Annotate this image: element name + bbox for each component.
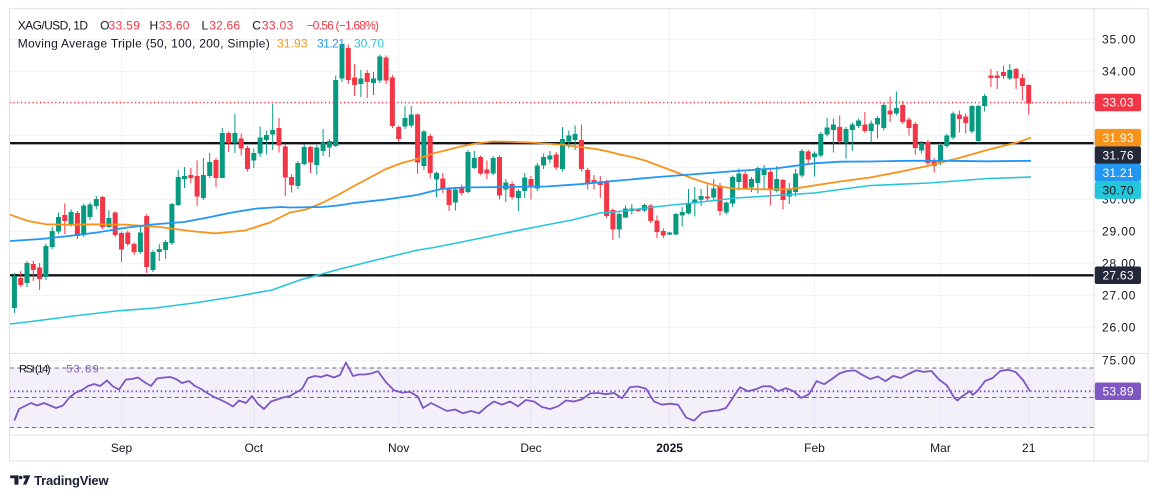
svg-text:31.76: 31.76 [1103, 148, 1134, 162]
svg-text:L: L [202, 19, 209, 33]
svg-text:Sep: Sep [111, 441, 133, 455]
svg-text:34.00: 34.00 [1102, 65, 1136, 79]
svg-text:2025: 2025 [656, 441, 683, 455]
svg-text:27.00: 27.00 [1102, 289, 1136, 303]
svg-text:33.59: 33.59 [109, 19, 141, 33]
svg-text:Mar: Mar [930, 441, 951, 455]
svg-text:30.70: 30.70 [354, 37, 384, 51]
svg-text:33.03: 33.03 [1103, 96, 1134, 110]
svg-text:30.70: 30.70 [1103, 183, 1134, 197]
svg-text:75.00: 75.00 [1102, 354, 1136, 368]
svg-text:27.63: 27.63 [1103, 269, 1134, 283]
svg-text:Moving Average Triple (50, 100: Moving Average Triple (50, 100, 200, Sim… [18, 37, 270, 51]
svg-text:31.93: 31.93 [1103, 131, 1134, 145]
svg-text:29.00: 29.00 [1102, 225, 1136, 239]
svg-text:RSI (14): RSI (14) [19, 363, 51, 375]
svg-text:Feb: Feb [804, 441, 825, 455]
svg-text:53.89: 53.89 [66, 363, 99, 375]
svg-text:XAG/USD, 1D: XAG/USD, 1D [18, 19, 89, 33]
svg-text:Nov: Nov [388, 441, 409, 455]
svg-text:TradingView: TradingView [34, 473, 109, 488]
svg-text:32.66: 32.66 [209, 19, 240, 33]
svg-text:33.60: 33.60 [159, 19, 190, 33]
svg-text:31.21: 31.21 [317, 37, 345, 51]
svg-text:O: O [100, 19, 109, 33]
svg-text:Oct: Oct [244, 441, 263, 455]
svg-text:Dec: Dec [520, 441, 541, 455]
svg-text:53.89: 53.89 [1103, 385, 1134, 399]
svg-text:H: H [150, 19, 159, 33]
svg-text:C: C [252, 19, 261, 33]
svg-text:35.00: 35.00 [1102, 33, 1136, 47]
svg-text:21: 21 [1022, 441, 1036, 455]
svg-text:−0.56 (−1.68%): −0.56 (−1.68%) [307, 19, 379, 33]
svg-text:31.93: 31.93 [277, 37, 308, 51]
svg-text:26.00: 26.00 [1102, 321, 1136, 335]
svg-text:31.21: 31.21 [1103, 166, 1134, 180]
svg-text:33.03: 33.03 [262, 19, 294, 33]
